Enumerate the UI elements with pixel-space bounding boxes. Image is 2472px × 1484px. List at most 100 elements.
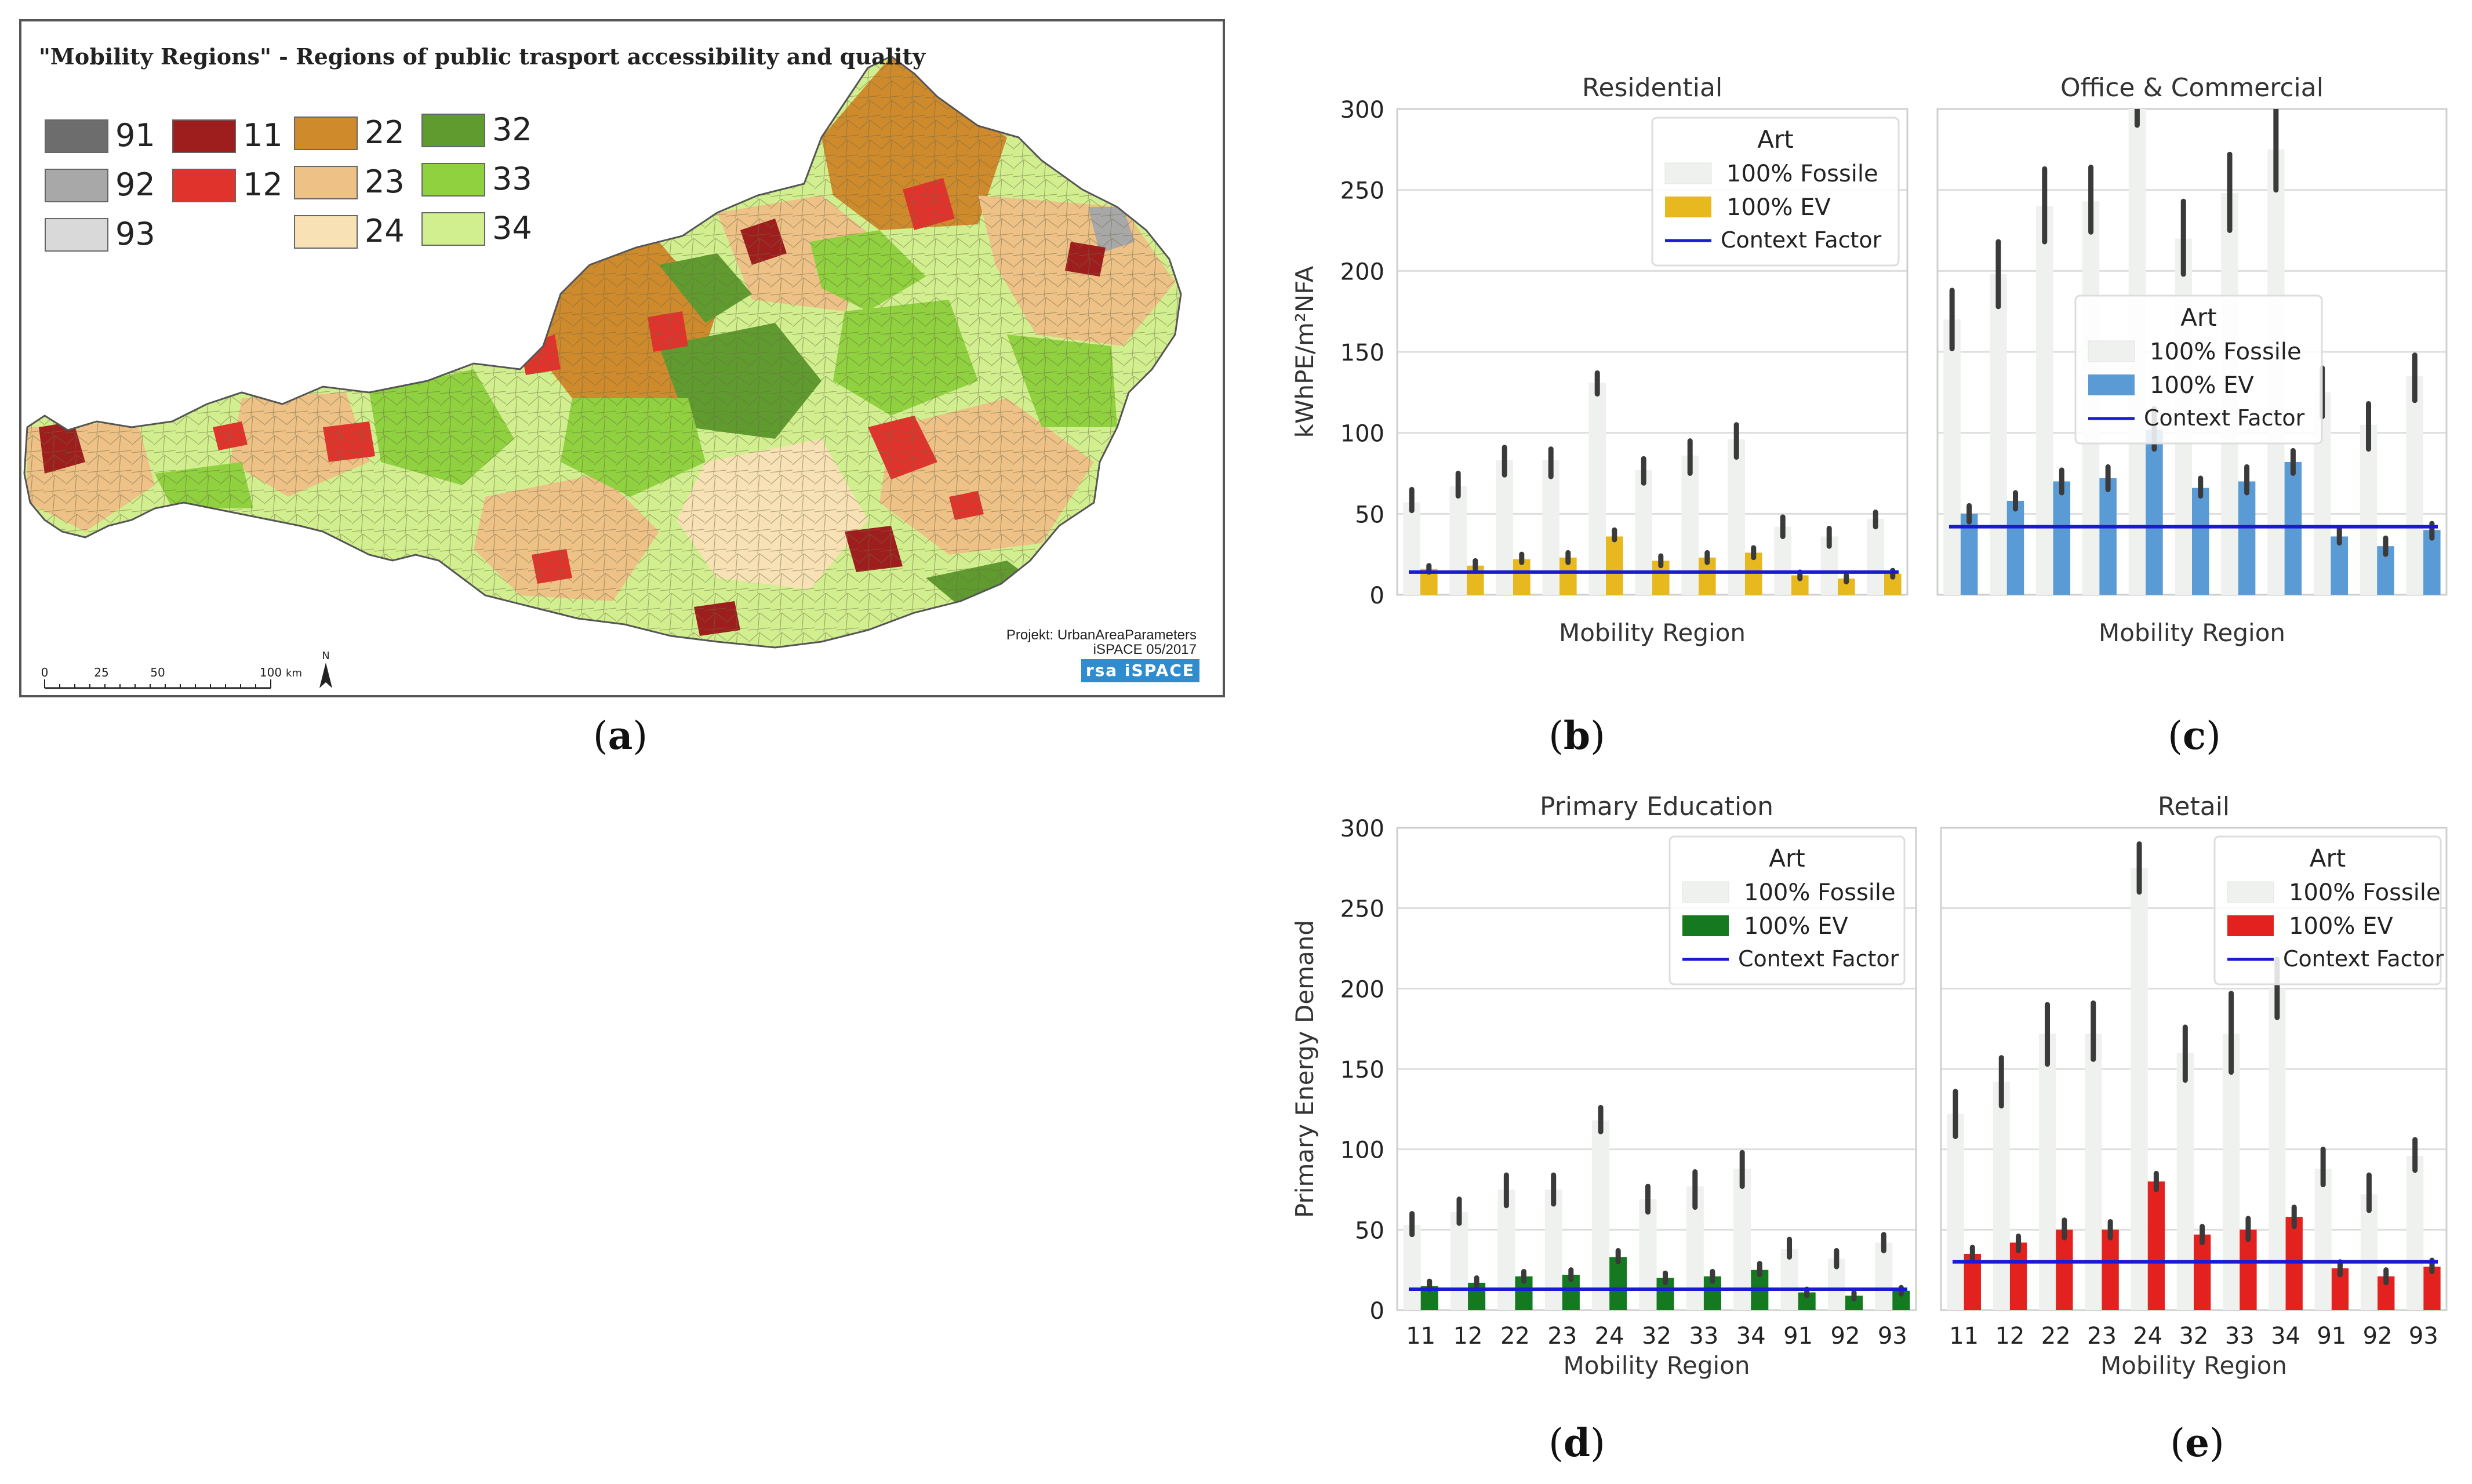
legend-box [1651, 117, 1900, 267]
bar-fossil-33 [1681, 455, 1699, 595]
x-tick-label: 91 [1783, 1323, 1813, 1350]
legend-swatch-fossil [2088, 340, 2135, 362]
bar-ev-24 [1609, 1257, 1627, 1310]
x-tick-label: 33 [2225, 1323, 2255, 1350]
chart-legend: Art 100% Fossile 100% EV Context Factor [2213, 835, 2444, 985]
legend-label: 33 [492, 161, 532, 197]
legend-swatch-ev [2227, 915, 2274, 936]
x-tick-label: 23 [2087, 1323, 2117, 1350]
legend-swatch-fossil [2227, 881, 2274, 903]
legend-label-ev: 100% EV [1744, 913, 1848, 940]
bar-ev-24 [2146, 430, 2163, 595]
bar-ev-22 [2053, 481, 2071, 595]
legend-label-context: Context Factor [2144, 405, 2305, 431]
scale-unit: km [286, 667, 302, 679]
legend-label: 93 [115, 216, 155, 252]
bar-fossil-22 [1496, 460, 1513, 595]
y-tick-label: 200 [1340, 259, 1384, 285]
mobility-region-map: "Mobility Regions" - Regions of public t… [19, 19, 1225, 697]
x-tick-label: 12 [1453, 1323, 1483, 1350]
bar-ev-23 [2102, 1230, 2119, 1310]
x-tick-label: 23 [1547, 1323, 1577, 1350]
x-tick-label: 11 [1406, 1323, 1435, 1350]
legend-label-fossil: 100% Fossile [2289, 879, 2441, 906]
x-tick-label: 92 [2363, 1323, 2393, 1350]
north-label: N [322, 650, 329, 662]
x-tick-label: 93 [1878, 1323, 1907, 1350]
bar-fossil-32 [2176, 1053, 2194, 1310]
bar-fossil-23 [1544, 1190, 1562, 1310]
bar-ev-33 [2240, 1230, 2257, 1310]
legend-label: 32 [492, 111, 532, 148]
y-tick-label: 100 [1340, 1137, 1384, 1164]
legend-title: Art [1757, 125, 1793, 154]
caption-a: (a) [592, 713, 648, 758]
bar-fossil-11 [1403, 502, 1420, 595]
bar-fossil-23 [2085, 1033, 2102, 1310]
bar-fossil-92 [2360, 1194, 2378, 1310]
legend-label-fossil: 100% Fossile [1744, 879, 1896, 906]
map-credit-date: iSPACE 05/2017 [1093, 642, 1197, 657]
legend-label: 23 [365, 163, 405, 200]
x-tick-label: 91 [2317, 1323, 2346, 1350]
x-tick-label: 24 [1595, 1323, 1624, 1350]
chart-title: Residential [1582, 73, 1722, 103]
chart-title: Retail [2158, 792, 2230, 821]
bar-fossil-12 [1450, 1212, 1468, 1310]
bar-fossil-32 [1639, 1199, 1657, 1310]
bar-ev-22 [1513, 559, 1531, 595]
bar-ev-12 [2009, 1242, 2027, 1310]
bars-group [1403, 370, 1902, 595]
chart-legend: Art 100% Fossile 100% EV Context Factor [1668, 835, 1906, 985]
office-commercial-chart: Office & Commercial Mobility Region Art 100… [1936, 73, 2448, 647]
y-tick-label: 300 [1340, 816, 1384, 842]
scale-label-50: 50 [150, 665, 165, 679]
bars-group [1403, 1105, 1910, 1310]
x-tick-label: 24 [2133, 1323, 2162, 1350]
retail-chart: Retail 11 12 22 23 24 32 33 34 91 92 93 Mobility Reg… [1940, 792, 2448, 1380]
bar-fossil-34 [1728, 439, 1745, 595]
bars-group [1947, 841, 2441, 1310]
austria-map-graphic [23, 55, 1182, 649]
bar-fossil-33 [2222, 1033, 2240, 1310]
legend-label-context: Context Factor [2283, 946, 2444, 972]
caption-d: (d) [1548, 1420, 1605, 1465]
legend-title: Art [1769, 844, 1805, 872]
primary-education-chart: Primary Education 0 50 100 150 200 250 300 11 12 2… [1290, 792, 1917, 1380]
legend-label-ev: 100% EV [1726, 194, 1831, 221]
y-tick-label: 300 [1340, 97, 1384, 123]
map-scale-bar: 0 25 50 100 km [41, 665, 302, 689]
bar-ev-32 [2194, 1234, 2211, 1310]
legend-swatch [172, 169, 236, 202]
legend-swatch [421, 114, 485, 147]
bar-fossil-11 [1403, 1225, 1421, 1310]
x-axis-label: Mobility Region [2099, 619, 2285, 647]
bar-fossil-93 [1867, 518, 1884, 595]
legend-box [1668, 835, 1906, 985]
y-tick-label: 250 [1340, 178, 1384, 205]
x-tick-label: 34 [2271, 1323, 2300, 1350]
bar-fossil-34 [2269, 988, 2286, 1310]
bar-fossil-11 [1943, 319, 1961, 595]
caption-e: (e) [2170, 1420, 2224, 1465]
chart-title: Office & Commercial [2060, 73, 2324, 103]
legend-box [2213, 835, 2442, 985]
legend-box [2074, 294, 2323, 445]
legend-swatch-ev [2088, 374, 2135, 395]
legend-title: Art [2180, 303, 2216, 332]
y-tick-label: 50 [1355, 501, 1384, 528]
legend-swatch-ev [1665, 197, 1711, 217]
x-tick-label: 32 [1642, 1323, 1671, 1350]
legend-label-fossil: 100% Fossile [2150, 339, 2302, 365]
legend-swatch [294, 166, 358, 199]
bar-fossil-93 [1875, 1242, 1893, 1310]
legend-label-context: Context Factor [1738, 946, 1899, 972]
bar-fossil-24 [1592, 1120, 1610, 1310]
bar-fossil-12 [1449, 486, 1467, 595]
legend-label-ev: 100% EV [2289, 913, 2393, 940]
bar-fossil-32 [1635, 470, 1652, 595]
bar-fossil-24 [2131, 868, 2148, 1310]
bar-fossil-11 [1947, 1114, 1964, 1310]
bar-fossil-34 [1733, 1168, 1751, 1310]
y-tick-label: 150 [1340, 1057, 1384, 1083]
